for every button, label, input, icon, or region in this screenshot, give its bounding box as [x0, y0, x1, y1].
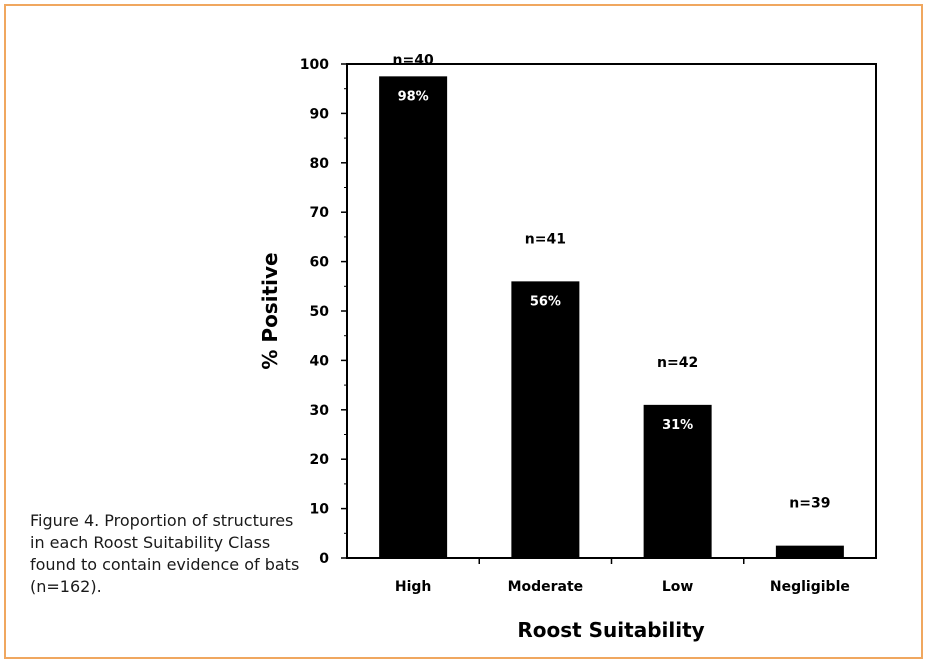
x-category-label: High [395, 579, 432, 595]
y-axis-title: % Positive [258, 252, 282, 369]
x-category-label: Low [662, 579, 694, 595]
y-axis: 0 10 20 30 40 50 60 70 80 90 100 [300, 57, 347, 567]
bar-n-label: n=42 [657, 355, 698, 371]
x-category-label: Moderate [508, 579, 584, 595]
figure-caption: Figure 4. Proportion of structures in ea… [30, 511, 300, 596]
figure-frame [4, 4, 923, 659]
y-tick-label: 90 [310, 106, 330, 122]
bar-moderate [511, 281, 580, 558]
y-tick-label: 70 [310, 205, 330, 221]
bar-series: 98% n=40 56% n=41 31% n=42 n=39 [379, 52, 844, 558]
bar-value-label: 56% [530, 294, 561, 309]
y-tick-label: 20 [310, 452, 330, 468]
y-tick-label: 60 [310, 255, 330, 271]
y-tick-label: 50 [310, 304, 330, 320]
bar-value-label: 31% [662, 418, 693, 433]
y-tick-label: 0 [319, 551, 329, 567]
y-tick-label: 10 [310, 502, 330, 518]
bar-low [643, 404, 712, 558]
x-axis: High Moderate Low Negligible [395, 558, 850, 595]
bar-n-label: n=39 [789, 496, 830, 512]
bar-n-label: n=41 [525, 231, 566, 247]
x-category-label: Negligible [770, 579, 850, 595]
bar-high [379, 76, 448, 558]
y-tick-label: 100 [300, 57, 329, 73]
y-tick-label: 30 [310, 403, 330, 419]
bar-n-label: n=40 [393, 52, 434, 68]
x-axis-title: Roost Suitability [517, 618, 704, 642]
y-tick-label: 40 [310, 353, 330, 369]
bar-value-label: 98% [398, 89, 429, 104]
bar-negligible [775, 545, 844, 558]
y-tick-label: 80 [310, 156, 330, 172]
